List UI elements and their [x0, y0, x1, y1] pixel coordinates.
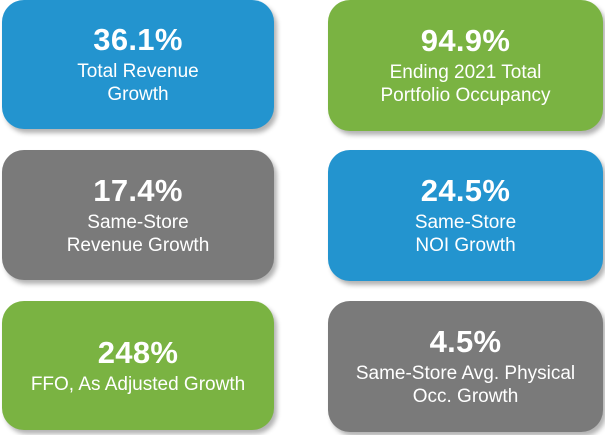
metric-value: 36.1% [93, 22, 183, 57]
metric-tile-same-store-revenue-growth: 17.4% Same-Store Revenue Growth [2, 150, 274, 280]
metric-label: FFO, As Adjusted Growth [31, 373, 245, 396]
metric-label-line: Portfolio Occupancy [380, 85, 551, 106]
metric-label-line: Revenue Growth [66, 234, 210, 256]
metric-tile-portfolio-occupancy: 94.9% Ending 2021 Total Portfolio Occupa… [328, 0, 603, 131]
metric-value: 4.5% [429, 324, 502, 359]
metric-tile-physical-occupancy-growth: 4.5% Same-Store Avg. Physical Occ. Growt… [328, 301, 603, 432]
metric-label-line: Same-Store Avg. Physical [355, 363, 576, 384]
metric-label: Same-Store Revenue Growth [67, 211, 210, 257]
metric-label: Same-Store NOI Growth [415, 211, 516, 257]
metric-label-line: Ending 2021 Total [389, 62, 542, 83]
metric-value: 17.4% [93, 172, 183, 208]
metric-label: Same-Store Avg. Physical Occ. Growth [356, 362, 575, 408]
metric-value: 248% [97, 334, 179, 370]
metric-tile-ffo-adjusted-growth: 248% FFO, As Adjusted Growth [2, 301, 274, 430]
metric-label-line: NOI Growth [415, 235, 516, 256]
metric-value: 24.5% [420, 173, 511, 208]
metric-tile-total-revenue-growth: 36.1% Total Revenue Growth [2, 0, 274, 129]
metric-label-line: Total Revenue [77, 61, 199, 82]
metric-label-line: Growth [107, 84, 169, 105]
metric-label: Total Revenue Growth [77, 60, 198, 106]
metric-label: Ending 2021 Total Portfolio Occupancy [380, 61, 550, 107]
metric-value: 94.9% [420, 23, 511, 58]
metric-label-line: Same-Store [414, 212, 517, 233]
metric-label-line: Occ. Growth [412, 386, 519, 407]
metric-label-line: FFO, As Adjusted Growth [30, 373, 246, 395]
metric-tile-same-store-noi-growth: 24.5% Same-Store NOI Growth [328, 150, 603, 281]
metric-label-line: Same-Store [87, 211, 189, 233]
